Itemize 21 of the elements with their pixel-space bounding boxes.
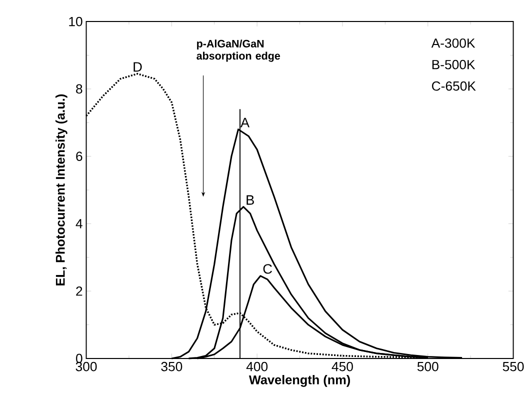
series-label: B bbox=[246, 195, 254, 205]
y-tick-label: 10 bbox=[69, 16, 82, 26]
series-label: C bbox=[263, 264, 272, 274]
x-tick-label: 450 bbox=[332, 362, 353, 372]
annotation: A-300K bbox=[431, 38, 476, 48]
x-axis-title: Wavelength (nm) bbox=[248, 374, 350, 387]
y-tick-label: 4 bbox=[76, 219, 82, 228]
x-tick-label: 400 bbox=[246, 362, 268, 372]
y-tick-label: 8 bbox=[76, 84, 82, 94]
x-tick-label: 350 bbox=[161, 362, 182, 372]
annotation: C-650K bbox=[432, 81, 476, 91]
y-tick-label: 2 bbox=[76, 286, 82, 296]
y-axis-title: EL, Photocurrent Intensity (a.u.) bbox=[55, 94, 68, 286]
series-label: A bbox=[240, 118, 250, 128]
x-tick-label: 300 bbox=[76, 362, 97, 372]
x-tick-label: 550 bbox=[502, 362, 524, 372]
annotation: B-500K bbox=[432, 60, 476, 70]
series-label: D bbox=[134, 62, 142, 72]
x-tick-label: 500 bbox=[417, 362, 438, 372]
y-tick-label: 6 bbox=[76, 152, 82, 161]
annotation: p-AlGaN/GaN absorption edge bbox=[196, 39, 280, 62]
